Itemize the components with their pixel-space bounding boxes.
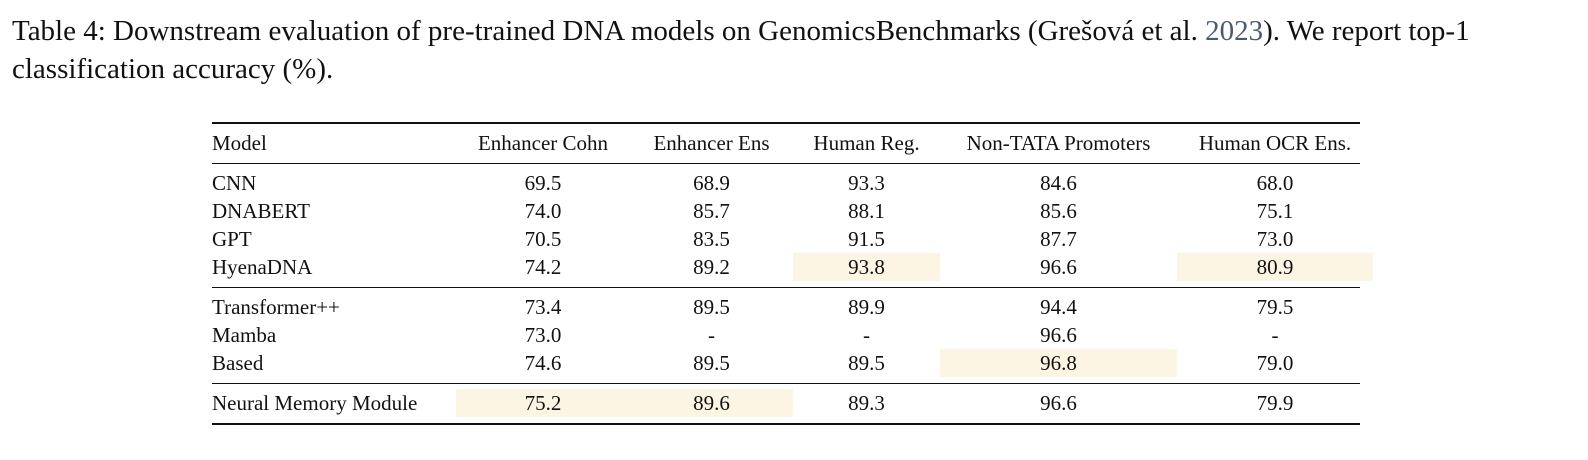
table-cell: 93.3 bbox=[848, 171, 885, 195]
table-cell: Enhancer Cohn bbox=[477, 131, 609, 155]
table-cell: 89.6 bbox=[630, 389, 793, 417]
table-cell: 89.9 bbox=[848, 295, 885, 319]
table-cell: 96.6 bbox=[1040, 255, 1077, 279]
table-cell: 73.0 bbox=[524, 323, 562, 347]
row-label: Transformer++ bbox=[212, 295, 340, 319]
table-cell: 79.5 bbox=[1256, 295, 1294, 319]
table-cell: 73.0 bbox=[1256, 227, 1294, 251]
table-cell: 91.5 bbox=[848, 227, 885, 251]
table-cell: 75.2 bbox=[456, 389, 630, 417]
caption-text: Table 4: Downstream evaluation of pre-tr… bbox=[12, 15, 1206, 47]
table-rule bbox=[212, 122, 1360, 124]
table-cell: - bbox=[863, 323, 870, 347]
table-cell: 89.5 bbox=[693, 351, 730, 375]
row-label: Model bbox=[212, 131, 267, 155]
row-label: Mamba bbox=[212, 323, 277, 347]
table-cell: 96.8 bbox=[940, 349, 1177, 377]
table-cell: Human OCR Ens. bbox=[1198, 131, 1352, 155]
caption-text: ). We report top-1 classification accura… bbox=[12, 15, 1470, 85]
table-cell: 85.7 bbox=[693, 199, 730, 223]
table-cell: 93.8 bbox=[793, 253, 940, 281]
table-cell: Non-TATA Promoters bbox=[966, 131, 1151, 155]
table-cell: 74.0 bbox=[524, 199, 562, 223]
table-cell: 69.5 bbox=[524, 171, 562, 195]
table-cell: Human Reg. bbox=[813, 131, 920, 155]
table-cell: 79.0 bbox=[1256, 351, 1294, 375]
table-cell: 68.9 bbox=[693, 171, 730, 195]
table-rule bbox=[212, 163, 1360, 165]
table-cell: 84.6 bbox=[1040, 171, 1077, 195]
citation[interactable]: 2023 bbox=[1205, 15, 1264, 47]
table-cell: 70.5 bbox=[524, 227, 562, 251]
row-label: Neural Memory Module bbox=[212, 391, 418, 415]
table-cell: 75.1 bbox=[1256, 199, 1294, 223]
table-cell: 74.2 bbox=[524, 255, 562, 279]
row-label: CNN bbox=[212, 171, 257, 195]
table-cell: 89.5 bbox=[848, 351, 885, 375]
table-rule bbox=[212, 383, 1360, 385]
table-cell: - bbox=[1271, 323, 1279, 347]
row-label: HyenaDNA bbox=[212, 255, 313, 279]
row-label: Based bbox=[212, 351, 264, 375]
table-cell: 89.2 bbox=[693, 255, 730, 279]
table-cell: 85.6 bbox=[1040, 199, 1077, 223]
table-cell: 96.6 bbox=[1040, 323, 1077, 347]
table-cell: 89.5 bbox=[693, 295, 730, 319]
table-rule bbox=[212, 423, 1360, 425]
table-cell: Enhancer Ens bbox=[653, 131, 770, 155]
caption: Table 4: Downstream evaluation of pre-tr… bbox=[12, 12, 1582, 88]
table-cell: 73.4 bbox=[524, 295, 562, 319]
table-cell: 94.4 bbox=[1040, 295, 1077, 319]
table-cell: 88.1 bbox=[848, 199, 885, 223]
table-cell: 89.3 bbox=[848, 391, 885, 415]
table-cell: 68.0 bbox=[1256, 171, 1294, 195]
row-label: DNABERT bbox=[212, 199, 310, 223]
table-cell: - bbox=[708, 323, 715, 347]
table-cell: 79.9 bbox=[1256, 391, 1294, 415]
table-cell: 87.7 bbox=[1040, 227, 1077, 251]
row-label: GPT bbox=[212, 227, 252, 251]
table-cell: 74.6 bbox=[524, 351, 562, 375]
table-cell: 96.6 bbox=[1040, 391, 1077, 415]
table-rule bbox=[212, 287, 1360, 289]
table-cell: 83.5 bbox=[693, 227, 730, 251]
table-cell: 80.9 bbox=[1177, 253, 1373, 281]
